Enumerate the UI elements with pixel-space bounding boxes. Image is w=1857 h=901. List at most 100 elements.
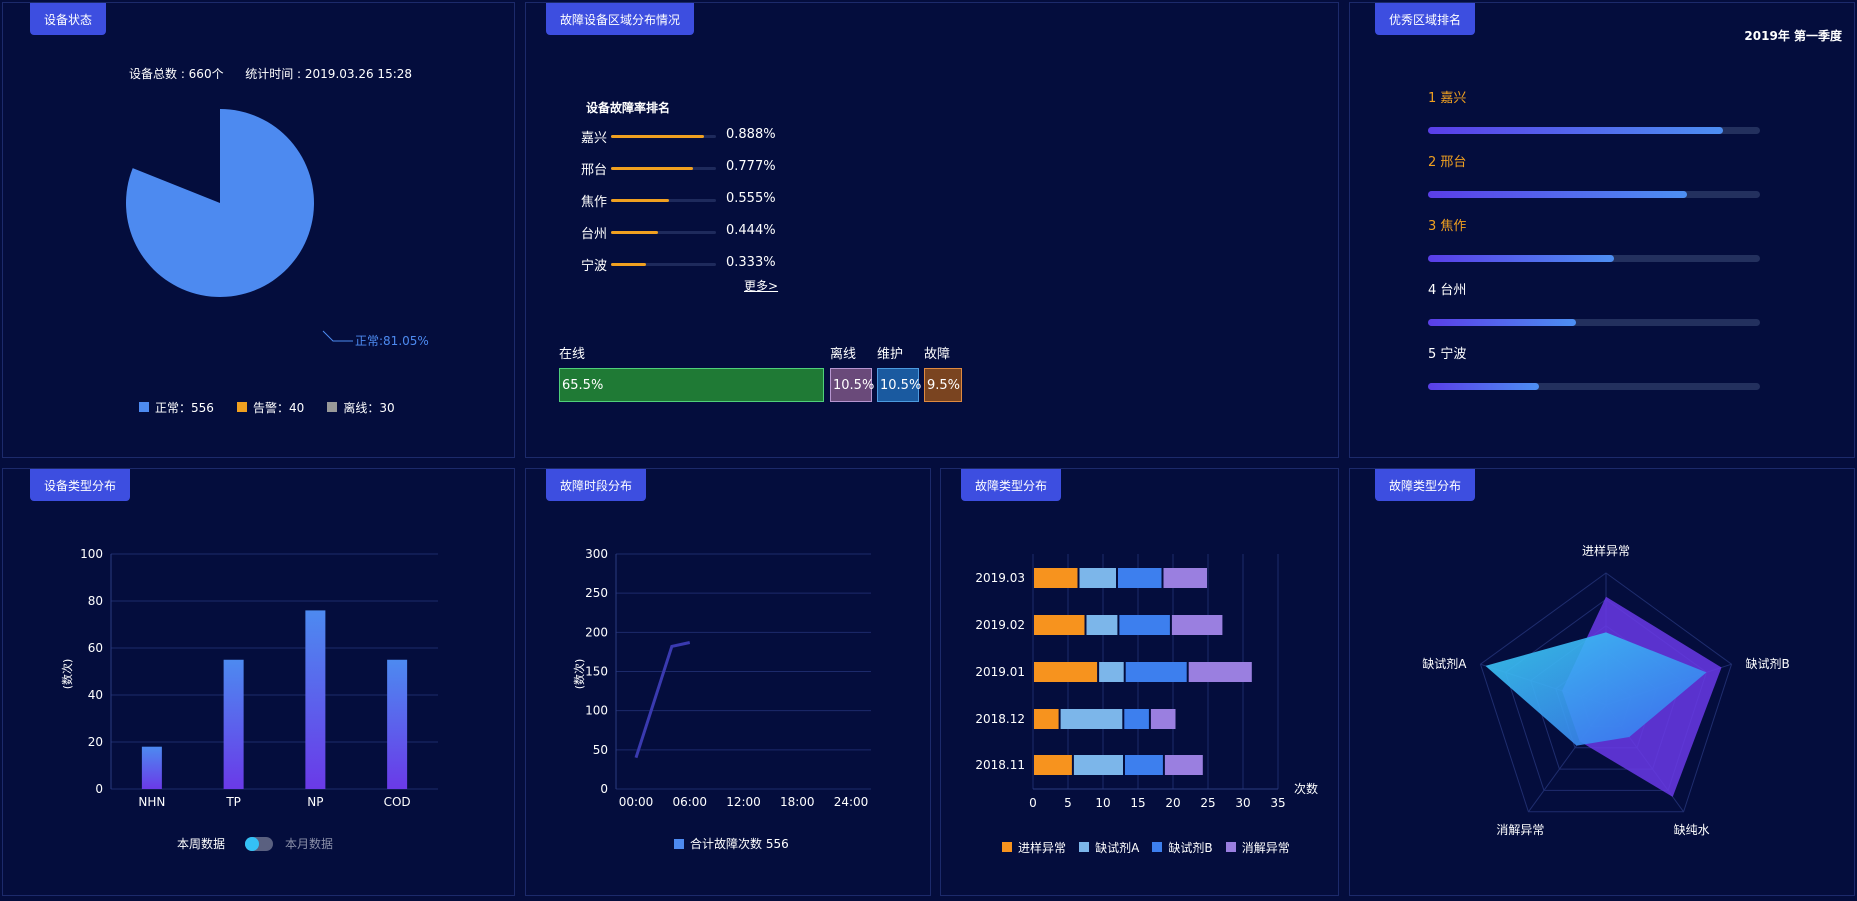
bar-cod[interactable] xyxy=(387,659,408,789)
bar-tp[interactable] xyxy=(223,659,244,789)
excellent-fill xyxy=(1428,319,1576,326)
excellent-track xyxy=(1428,127,1760,134)
fault-type-legend: 进样异常 缺试剂A 缺试剂B 消解异常 xyxy=(1002,837,1290,856)
more-link[interactable]: 更多> xyxy=(744,279,779,293)
rank-track xyxy=(611,167,716,170)
device-type-panel: 设备类型分布 0 20 40 60 80 100 (数次) NHN TP NP COD 本周数据 本… xyxy=(2,468,515,896)
excellent-item: 4 台州 xyxy=(1428,279,1762,326)
legend-item-reagent-b[interactable]: 缺试剂B xyxy=(1152,839,1213,856)
legend-item-digest-error[interactable]: 消解异常 xyxy=(1225,839,1290,856)
toggle-label-week[interactable]: 本周数据 xyxy=(177,837,226,851)
device-type-tab[interactable]: 设备类型分布 xyxy=(30,469,131,501)
status-box-offline[interactable]: 10.5% xyxy=(830,368,874,402)
x-tick-label: 24:00 xyxy=(834,795,869,809)
legend-item-normal[interactable]: 正常：556 xyxy=(139,399,214,416)
excellent-track xyxy=(1428,383,1760,390)
radar-series-1[interactable] xyxy=(1485,632,1707,746)
rank-name: 嘉兴 xyxy=(581,131,608,146)
stack-segment[interactable] xyxy=(1125,662,1187,682)
status-box-online[interactable]: 65.5% xyxy=(559,368,824,402)
legend-item-alarm[interactable]: 告警：40 xyxy=(237,399,304,416)
toggle-label-month[interactable]: 本月数据 xyxy=(285,837,334,851)
excellent-track xyxy=(1428,255,1760,262)
fault-type-stacked-bar-chart: 0 5 10 15 20 25 30 35 次数 2019.03 2019.02 2019.01 201… xyxy=(975,554,1318,810)
excellent-fill xyxy=(1428,127,1724,134)
fault-type-radar-panel: 故障类型分布 进样异常 缺试剂B 缺纯水 消解异常 缺试剂A xyxy=(1349,468,1855,896)
fault-type-bar-tab[interactable]: 故障类型分布 xyxy=(961,469,1062,501)
stack-segment[interactable] xyxy=(1163,568,1208,588)
bar-np[interactable] xyxy=(305,610,326,789)
stack-segment[interactable] xyxy=(1060,709,1123,729)
stack-segment[interactable] xyxy=(1119,615,1170,635)
fault-line[interactable] xyxy=(634,641,691,759)
y-tick-label: 150 xyxy=(585,665,608,679)
stack-segment[interactable] xyxy=(1086,615,1118,635)
legend-item-sample-error[interactable]: 进样异常 xyxy=(1002,839,1066,856)
rank-name: 焦作 xyxy=(581,195,608,210)
rank-value: 0.888% xyxy=(726,127,776,142)
excellent-label: 1 嘉兴 xyxy=(1428,91,1467,106)
excellent-item: 5 宁波 xyxy=(1428,343,1762,390)
fault-type-radar-tab[interactable]: 故障类型分布 xyxy=(1375,469,1476,501)
stack-segment[interactable] xyxy=(1034,662,1098,682)
fault-period-tab[interactable]: 故障时段分布 xyxy=(546,469,647,501)
fault-period-legend[interactable]: 合计故障次数 556 xyxy=(674,835,789,852)
rank-name: 宁波 xyxy=(581,259,608,274)
excellent-item: 3 焦作 xyxy=(1428,215,1762,262)
bar-nhn[interactable] xyxy=(141,746,162,789)
x-tick-label: 25 xyxy=(1200,796,1215,810)
period-toggle[interactable] xyxy=(245,836,274,851)
device-stat-time: 统计时间 : 2019.03.26 15:28 xyxy=(245,67,413,81)
rank-fill xyxy=(611,167,693,170)
x-tick-label: 20 xyxy=(1165,796,1180,810)
stack-segment[interactable] xyxy=(1188,662,1252,682)
stack-segment[interactable] xyxy=(1150,709,1176,729)
excellent-fill xyxy=(1428,191,1687,198)
stack-segment[interactable] xyxy=(1124,709,1149,729)
fault-type-bar-panel: 故障类型分布 0 5 10 15 20 25 30 35 次数 2019.03 2019.02 201… xyxy=(940,468,1339,896)
radar-axis-label: 消解异常 xyxy=(1496,823,1544,837)
status-label-maintain: 维护 xyxy=(877,347,904,362)
excellent-label: 2 邢台 xyxy=(1428,155,1467,170)
y-tick-label: 100 xyxy=(80,547,103,561)
stack-segment[interactable] xyxy=(1034,568,1078,588)
pie-label-line xyxy=(322,330,353,342)
y-tick-label: 100 xyxy=(585,704,608,718)
stack-segment[interactable] xyxy=(1125,755,1163,775)
rank-name: 邢台 xyxy=(581,163,608,178)
y-axis-label: (数次) xyxy=(60,659,74,690)
excellent-track xyxy=(1428,319,1760,326)
y-tick-label: 250 xyxy=(585,586,608,600)
device-status-panel: 设备状态 设备总数 : 660个 统计时间 : 2019.03.26 15:28… xyxy=(2,2,515,458)
device-status-pie: 正常:81.05% xyxy=(126,109,429,348)
status-box-maintain[interactable]: 10.5% xyxy=(877,368,921,402)
radar-axis-label: 缺试剂B xyxy=(1746,656,1790,671)
x-axis-label: 次数 xyxy=(1294,781,1318,796)
device-status-tab[interactable]: 设备状态 xyxy=(30,3,107,35)
stack-segment[interactable] xyxy=(1079,568,1117,588)
rank-value: 0.444% xyxy=(726,223,776,238)
excellent-item: 1 嘉兴 xyxy=(1428,87,1762,134)
stack-segment[interactable] xyxy=(1164,755,1203,775)
stack-segment[interactable] xyxy=(1099,662,1124,682)
legend-item-reagent-a[interactable]: 缺试剂A xyxy=(1079,839,1139,856)
x-tick-label: 00:00 xyxy=(619,795,654,809)
status-box-fault[interactable]: 9.5% xyxy=(924,368,962,402)
legend-item-offline[interactable]: 离线：30 xyxy=(327,399,395,416)
y-tick-label: 40 xyxy=(88,688,103,702)
rank-track xyxy=(611,231,716,234)
stack-segment[interactable] xyxy=(1034,615,1085,635)
excellent-tab[interactable]: 优秀区域排名 xyxy=(1375,3,1476,35)
excellent-item: 2 邢台 xyxy=(1428,151,1762,198)
y-tick-label: 80 xyxy=(88,594,103,608)
x-tick-label: 35 xyxy=(1270,796,1285,810)
stack-segment[interactable] xyxy=(1034,709,1059,729)
x-tick-label: COD xyxy=(384,795,411,809)
pie-slice-normal[interactable] xyxy=(126,109,315,298)
stack-segment[interactable] xyxy=(1118,568,1162,588)
stack-segment[interactable] xyxy=(1073,755,1123,775)
fault-region-tab[interactable]: 故障设备区域分布情况 xyxy=(546,3,695,35)
stack-segment[interactable] xyxy=(1171,615,1223,635)
stack-segment[interactable] xyxy=(1034,755,1072,775)
y-tick-label: 2019.02 xyxy=(975,618,1025,632)
